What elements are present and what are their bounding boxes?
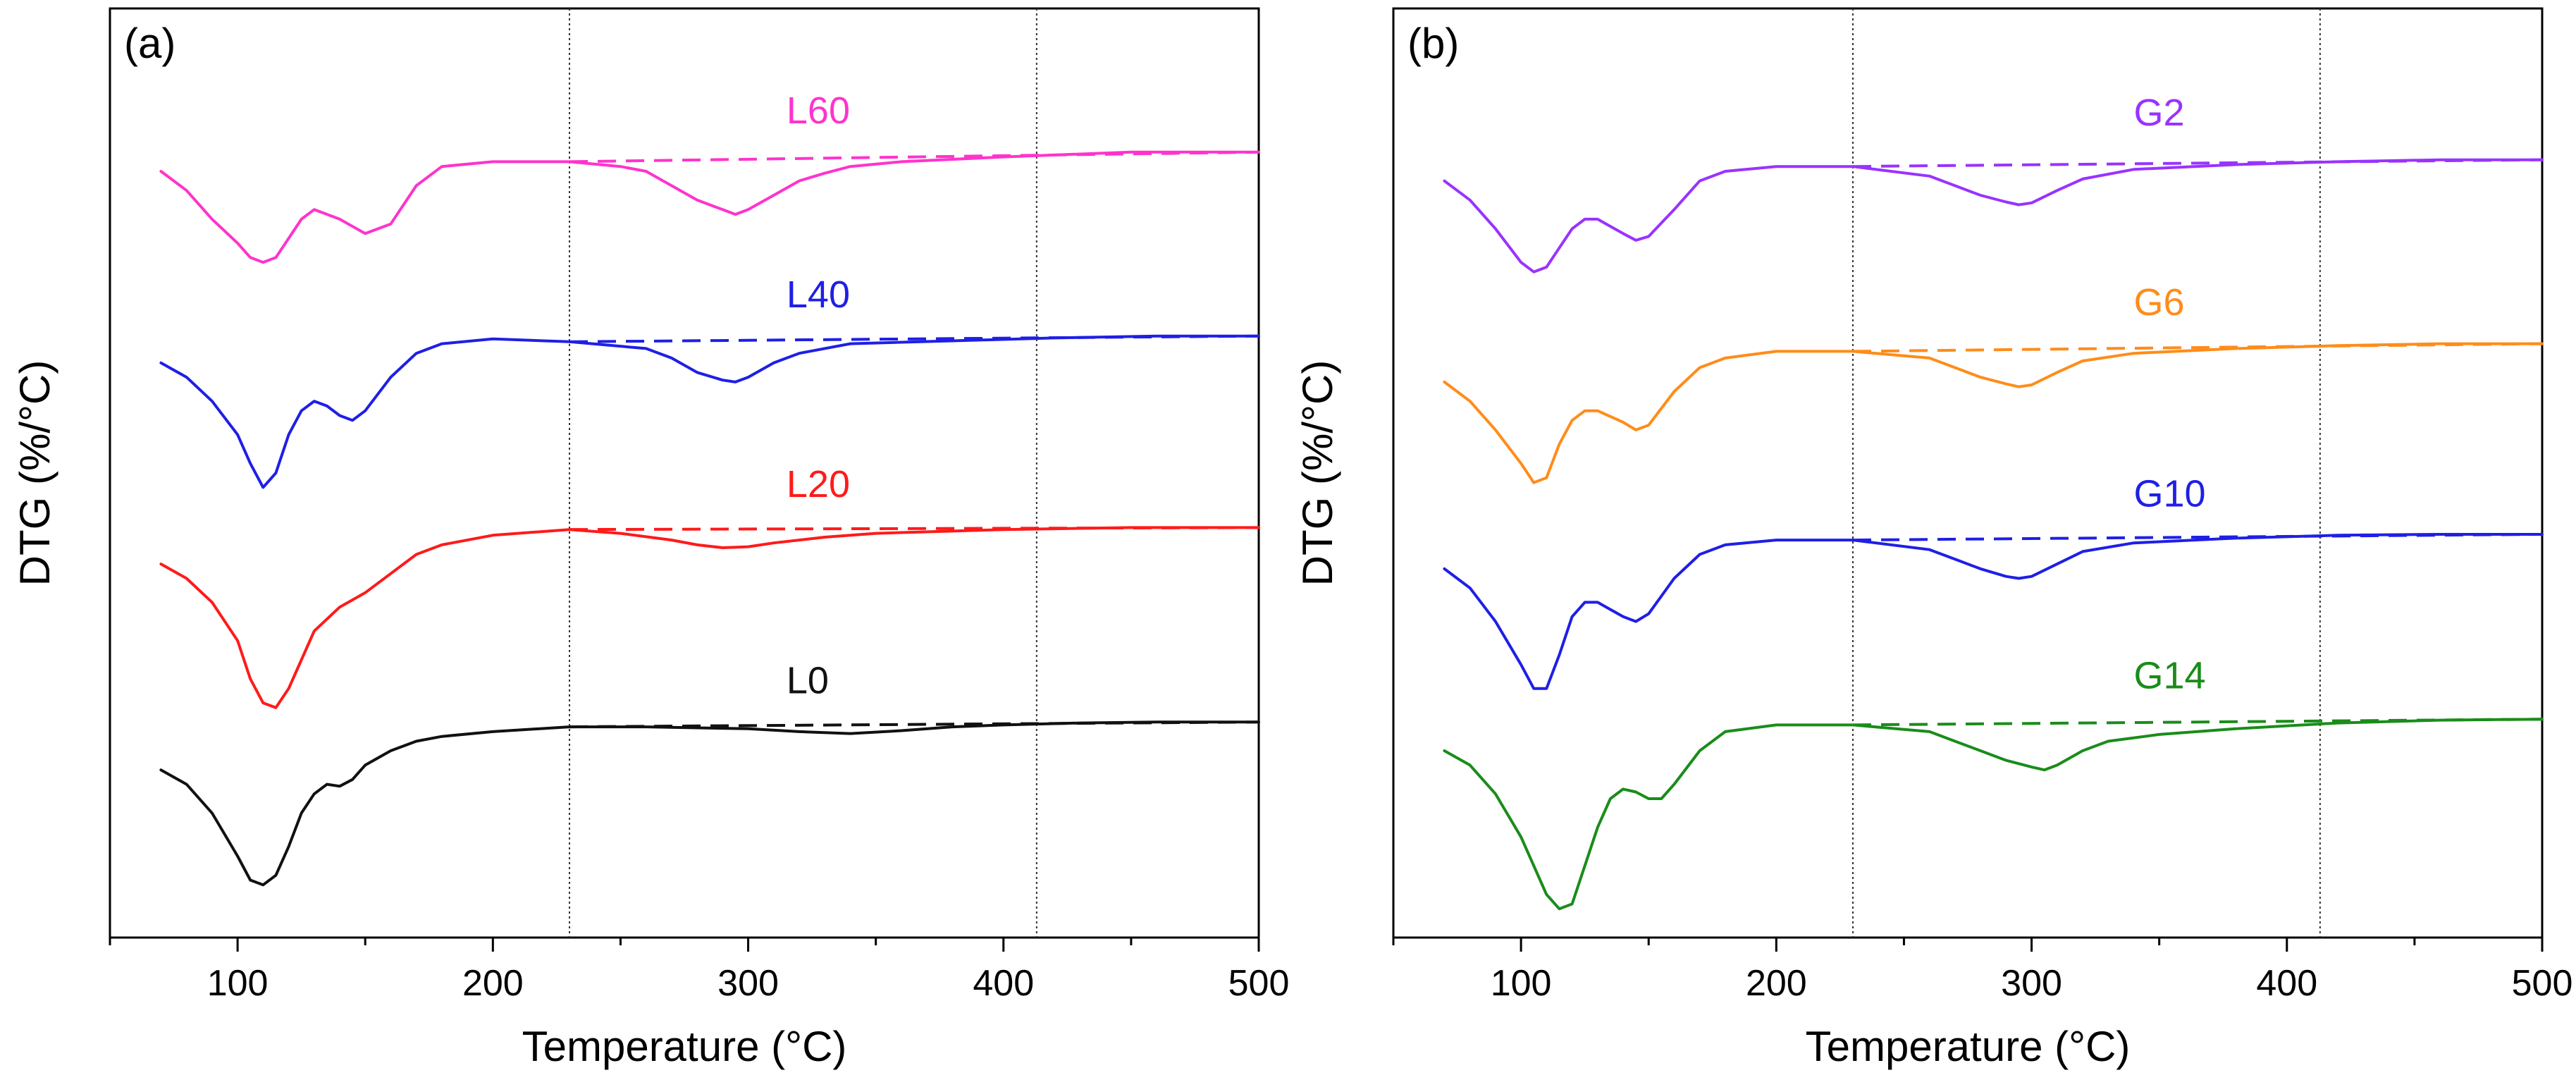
series-l60-baseline (569, 150, 1259, 164)
panel-b-x-axis-title: Temperature (°C) (1806, 1023, 2131, 1070)
series-g6-line (1443, 342, 2544, 484)
series-g10-label: G10 (2133, 473, 2205, 515)
panel-a: L60 L40 L20 L0 100 200 300 400 500 (a) Temperat… (11, 7, 1290, 1070)
series-l0-label: L0 (787, 660, 829, 702)
series-g14-label: G14 (2133, 655, 2205, 697)
panel-a-tick-label-400: 400 (973, 963, 1034, 1004)
panel-a-tick-label-100: 100 (207, 963, 269, 1004)
series-g14-line (1443, 718, 2544, 911)
series-l40-baseline (569, 334, 1259, 343)
panel-b-tick-label-400: 400 (2256, 963, 2317, 1004)
series-l20-baseline (569, 526, 1259, 532)
panel-a-tick-label-200: 200 (462, 963, 524, 1004)
series-g2-line (1443, 158, 2544, 274)
series-g6-baseline (1852, 342, 2543, 353)
series-g6-label: G6 (2133, 281, 2184, 324)
panel-b-tick-label-100: 100 (1491, 963, 1552, 1004)
series-g2-label: G2 (2133, 92, 2184, 134)
series-g10-baseline (1852, 532, 2543, 542)
series-l40-line (159, 334, 1260, 489)
panel-a-tick-label-500: 500 (1228, 963, 1290, 1004)
series-l20-line (159, 526, 1260, 709)
panel-a-y-axis-title: DTG (%/°C) (11, 360, 58, 587)
panel-a-tick-label-300: 300 (717, 963, 779, 1004)
panel-b: G2 G6 G10 G14 100 200 300 400 500 (b) Temperatu… (1294, 7, 2573, 1070)
panel-b-plot-area: G2 G6 G10 G14 (1443, 92, 2544, 911)
series-l40-label: L40 (787, 274, 850, 316)
series-g14-baseline (1852, 718, 2543, 727)
series-l20-label: L20 (787, 463, 850, 505)
panel-a-frame (109, 7, 1260, 939)
panel-a-x-ticks: 100 200 300 400 500 (109, 938, 1290, 1004)
series-g10-line (1443, 533, 2544, 690)
panel-a-label: (a) (124, 20, 175, 67)
panel-a-plot-area: L60 L40 L20 L0 (159, 90, 1260, 887)
series-l60-label: L60 (787, 90, 850, 132)
panel-b-tick-label-300: 300 (2001, 963, 2062, 1004)
panel-b-reference-lines (1852, 8, 2321, 938)
panel-b-label: (b) (1407, 20, 1459, 67)
panel-a-x-axis-title: Temperature (°C) (522, 1023, 847, 1070)
panel-b-tick-label-500: 500 (2512, 963, 2573, 1004)
series-l60-line (159, 150, 1260, 264)
panel-b-tick-label-200: 200 (1746, 963, 1807, 1004)
panel-b-frame (1392, 7, 2544, 939)
series-l0-line (159, 720, 1260, 887)
panel-a-reference-lines (569, 8, 1037, 938)
panel-b-x-ticks: 100 200 300 400 500 (1392, 938, 2573, 1004)
series-g2-baseline (1852, 158, 2543, 168)
panel-b-y-axis-title: DTG (%/°C) (1294, 360, 1341, 587)
series-l0-baseline (569, 720, 1259, 729)
